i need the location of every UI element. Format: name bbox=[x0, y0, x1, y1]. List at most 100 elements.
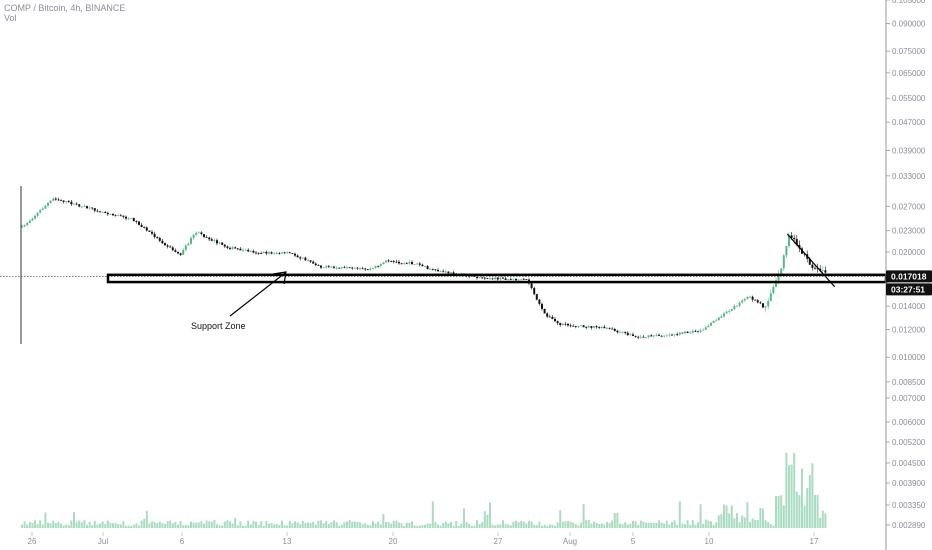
volume-bar bbox=[439, 525, 442, 528]
volume-bar bbox=[31, 522, 34, 528]
candle-body bbox=[314, 263, 317, 266]
volume-bar bbox=[694, 524, 697, 528]
candle-body bbox=[434, 269, 437, 271]
volume-bar bbox=[465, 521, 468, 528]
candle-body bbox=[593, 326, 595, 328]
volume-bar bbox=[88, 521, 91, 528]
candle-body bbox=[127, 218, 130, 220]
volume-bar bbox=[798, 495, 801, 528]
price-axis[interactable]: 0.105000 0.090000 0.075000 0.065000 0.055000… bbox=[885, 0, 926, 550]
volume-bar bbox=[314, 524, 317, 528]
volume-bar bbox=[587, 520, 590, 528]
volume-bar bbox=[260, 521, 263, 528]
candle-body bbox=[468, 275, 471, 277]
volume-bar bbox=[75, 521, 78, 528]
candle-body bbox=[249, 250, 252, 252]
candle-body bbox=[629, 334, 632, 336]
candle-body bbox=[26, 222, 29, 226]
volume-bar bbox=[270, 523, 273, 528]
volume-bar bbox=[736, 513, 738, 528]
volume-bar bbox=[52, 520, 55, 528]
candle-body bbox=[239, 248, 242, 251]
candle-body bbox=[715, 320, 718, 322]
volume-bar bbox=[749, 522, 751, 528]
candle-body bbox=[234, 247, 237, 249]
volume-bar bbox=[93, 520, 96, 528]
candle-body bbox=[99, 211, 101, 213]
candle-body bbox=[790, 235, 793, 238]
volume-bar bbox=[283, 525, 286, 528]
candle-body bbox=[728, 310, 731, 312]
support-arrow-head bbox=[272, 271, 287, 285]
volume-bar bbox=[122, 521, 125, 528]
candle-body bbox=[785, 246, 788, 256]
countdown-badge-box bbox=[886, 283, 932, 296]
volume-bar bbox=[704, 519, 707, 528]
candle-body bbox=[522, 278, 525, 280]
volume-bar bbox=[647, 522, 650, 528]
candle-body bbox=[520, 278, 523, 280]
candle-body bbox=[561, 323, 564, 325]
candle-body bbox=[28, 220, 31, 223]
candle-body bbox=[764, 306, 767, 308]
volume-bar bbox=[26, 524, 29, 528]
volume-bar bbox=[288, 520, 291, 528]
candle-body bbox=[546, 313, 549, 317]
candle-body bbox=[418, 263, 421, 265]
candle-body bbox=[548, 316, 551, 318]
candle-body bbox=[673, 334, 676, 336]
candle-body bbox=[697, 331, 699, 333]
volume-bar bbox=[658, 520, 660, 528]
candle-body bbox=[437, 269, 439, 272]
volume-bar bbox=[450, 522, 452, 528]
volume-bar bbox=[626, 524, 629, 528]
volume-bar bbox=[759, 508, 762, 528]
candle-body bbox=[811, 264, 814, 268]
volume-bar bbox=[377, 521, 380, 528]
candles bbox=[21, 197, 827, 340]
volume-bar bbox=[470, 525, 473, 528]
volume-bar bbox=[624, 522, 627, 528]
candle-body bbox=[416, 263, 419, 265]
candle-body bbox=[208, 237, 211, 240]
candle-body bbox=[117, 215, 120, 217]
candle-body bbox=[377, 265, 380, 267]
candle-body bbox=[795, 239, 798, 245]
volume-bar bbox=[442, 522, 445, 528]
volume-bar bbox=[788, 465, 790, 528]
volume-bar bbox=[54, 522, 57, 528]
volume-bar bbox=[715, 522, 718, 528]
volume-bar bbox=[572, 522, 575, 528]
candle-body bbox=[317, 265, 320, 266]
volume-bar bbox=[353, 521, 356, 528]
volume-bar bbox=[824, 513, 827, 528]
volume-bar bbox=[476, 520, 478, 528]
volume-bar bbox=[541, 525, 543, 528]
candle-body bbox=[213, 240, 216, 242]
volume-bar bbox=[426, 523, 429, 528]
candle-body bbox=[395, 261, 398, 263]
candle-body bbox=[34, 215, 36, 219]
candle-body bbox=[340, 267, 343, 269]
volume-bar bbox=[621, 524, 624, 528]
time-axis[interactable]: 26 Jul 6 13 20 27 Aug 5 10 17 bbox=[28, 532, 819, 546]
volume-bar bbox=[114, 522, 117, 528]
candle-body bbox=[385, 260, 387, 263]
volume-bar bbox=[148, 523, 151, 528]
candle-body bbox=[299, 257, 302, 259]
candle-body bbox=[676, 334, 679, 336]
candle-body bbox=[634, 335, 637, 337]
candle-body bbox=[179, 253, 182, 255]
candle-body bbox=[681, 332, 684, 334]
volume-bar bbox=[369, 525, 372, 528]
candle-body bbox=[312, 261, 315, 264]
candle-body bbox=[273, 253, 276, 255]
volume-bar bbox=[65, 524, 68, 528]
candle-body bbox=[780, 268, 783, 275]
candle-body bbox=[278, 253, 281, 255]
candle-body bbox=[405, 263, 408, 265]
volume-bar bbox=[684, 524, 686, 528]
volume-bar bbox=[265, 520, 268, 528]
volume-bar bbox=[262, 525, 265, 528]
